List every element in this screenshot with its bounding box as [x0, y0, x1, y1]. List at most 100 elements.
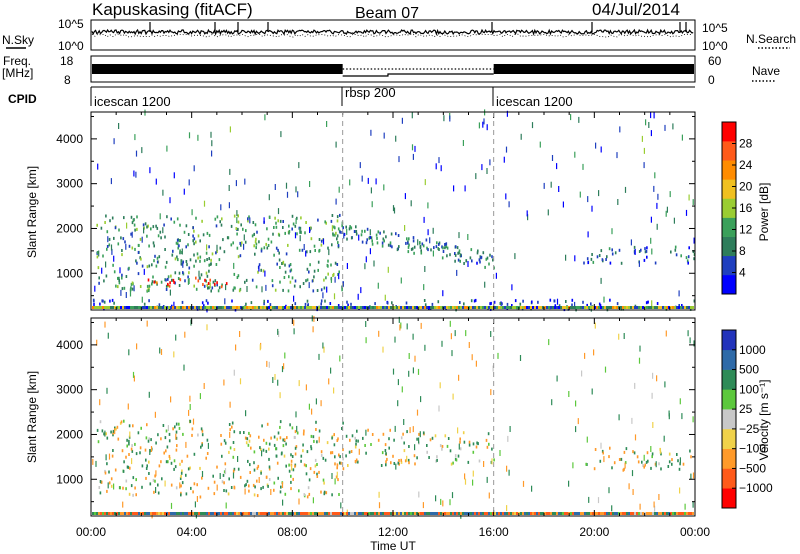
floor-cell	[452, 512, 454, 515]
sparse-echo	[681, 134, 683, 141]
floor-cell	[626, 512, 628, 515]
sparse-echo	[235, 180, 237, 187]
floor-cell	[650, 306, 652, 309]
data-cell	[278, 251, 280, 255]
floor-cell	[192, 306, 194, 309]
data-cell	[231, 299, 233, 303]
floor-cell	[590, 306, 592, 309]
data-cell	[132, 493, 134, 497]
data-cell	[208, 286, 210, 290]
data-cell	[193, 482, 196, 486]
data-cell	[407, 245, 410, 249]
data-cell	[223, 489, 225, 492]
data-cell	[178, 244, 180, 248]
data-cell	[339, 461, 341, 465]
floor-cell	[312, 512, 314, 515]
data-cell	[444, 246, 446, 250]
sparse-echo	[603, 296, 605, 303]
data-cell	[565, 300, 567, 303]
data-cell	[263, 299, 265, 303]
floor-cell	[626, 306, 628, 309]
floor-cell	[208, 512, 210, 515]
floor-cell	[384, 512, 386, 515]
sparse-echo	[293, 295, 295, 302]
data-cell	[231, 425, 233, 429]
floor-cell	[490, 512, 492, 515]
data-cell	[123, 460, 125, 464]
x-axis-ticks: 00:00 04:00 08:00 12:00 16:00 20:00 00:00	[76, 525, 710, 539]
data-cell	[457, 454, 460, 458]
data-cell	[170, 217, 172, 221]
sparse-echo	[472, 470, 474, 477]
floor-cell	[652, 512, 654, 515]
data-cell	[258, 435, 260, 439]
data-cell	[665, 307, 668, 311]
data-cell	[356, 429, 358, 433]
data-cell	[337, 241, 339, 245]
floor-cell	[412, 306, 414, 309]
data-cell	[188, 266, 191, 270]
data-cell	[368, 236, 371, 240]
sparse-echo	[393, 207, 396, 214]
data-cell	[218, 258, 221, 262]
data-cell	[134, 247, 136, 251]
data-cell	[172, 278, 175, 282]
sparse-echo	[600, 277, 602, 284]
data-cell	[400, 458, 402, 462]
floor-cell	[496, 512, 498, 515]
sparse-echo	[187, 278, 189, 285]
sparse-echo	[358, 234, 360, 241]
data-cell	[677, 459, 679, 463]
floor-cell	[104, 306, 106, 309]
data-cell	[112, 429, 115, 433]
data-cell	[614, 251, 617, 255]
sparse-echo	[681, 413, 683, 420]
floor-cell	[240, 306, 242, 309]
sparse-echo	[315, 398, 317, 405]
sparse-echo	[654, 172, 656, 179]
floor-cell	[278, 512, 280, 515]
sparse-echo	[543, 182, 545, 189]
floor-cell	[600, 512, 602, 515]
data-cell	[197, 256, 199, 260]
sparse-echo	[383, 184, 385, 191]
sparse-echo	[491, 458, 493, 465]
data-cell	[361, 229, 363, 233]
data-cell	[386, 457, 388, 461]
sparse-echo	[570, 114, 572, 121]
data-cell	[459, 437, 461, 441]
data-cell	[367, 428, 369, 432]
data-cell	[126, 444, 128, 448]
data-cell	[426, 444, 428, 447]
floor-cell	[494, 306, 496, 309]
floor-cell	[668, 306, 670, 309]
x-tick-label: 04:00	[177, 525, 207, 539]
sparse-echo	[506, 505, 508, 512]
sparse-echo	[586, 436, 588, 443]
sparse-echo	[298, 162, 300, 169]
data-cell	[296, 431, 299, 435]
sparse-echo	[166, 145, 168, 152]
data-cell	[470, 248, 473, 252]
colorbar-tick-label: 24	[739, 158, 753, 172]
sparse-echo	[598, 190, 600, 197]
floor-cell	[384, 306, 386, 309]
floor-cell	[218, 306, 220, 309]
data-cell	[125, 487, 127, 491]
floor-cell	[686, 512, 688, 515]
data-cell	[201, 433, 204, 437]
data-cell	[278, 258, 281, 262]
sparse-echo	[125, 243, 127, 250]
sparse-echo	[401, 386, 403, 393]
data-cell	[272, 232, 274, 236]
sparse-echo	[451, 350, 453, 357]
data-cell	[146, 234, 148, 238]
data-cell	[350, 236, 353, 240]
sparse-echo	[587, 196, 589, 203]
data-cell	[164, 436, 167, 440]
data-cell	[310, 445, 312, 449]
floor-cell	[134, 512, 136, 515]
data-cell	[253, 232, 255, 236]
data-cell	[553, 299, 556, 303]
